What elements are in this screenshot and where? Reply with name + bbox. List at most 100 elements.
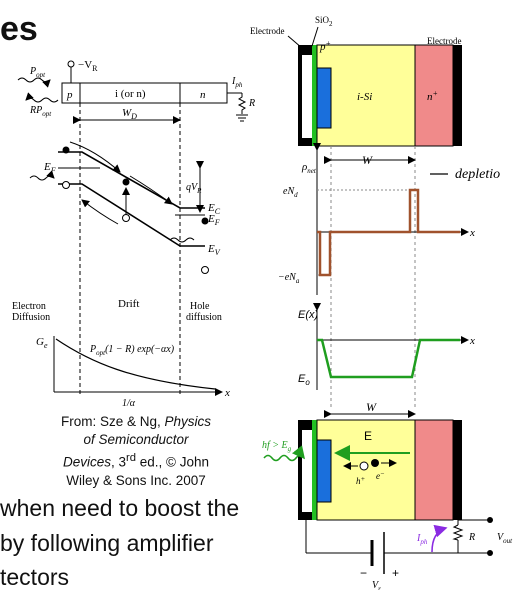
ef-left-label: EF <box>43 161 56 175</box>
electron-carrier <box>371 459 379 467</box>
caption-copyright: ed., © John <box>136 454 210 470</box>
vout-terminal-bottom <box>487 550 493 556</box>
r-label: R <box>468 532 475 543</box>
vr-battery-label: Vr <box>372 580 381 590</box>
left-contact-2 <box>312 420 317 520</box>
pplus-label: p+ <box>319 39 331 53</box>
load-resistor <box>237 93 247 114</box>
x1-label: x <box>469 227 475 239</box>
hole-right <box>201 266 209 274</box>
end-label: eNd <box>283 186 298 199</box>
right-electrode <box>453 45 462 146</box>
isi-label: i-Si <box>357 91 372 103</box>
nplus-label: n+ <box>427 89 438 103</box>
hole-label: Hole <box>190 301 210 312</box>
charge-density-plot: ρnet x eNd −eNa <box>278 143 475 295</box>
electron-dot-right <box>201 217 209 225</box>
charge-profile <box>317 188 460 277</box>
left-contact <box>312 45 317 146</box>
figure-caption: From: Sze & Ng, Physics of Semiconductor… <box>36 413 236 490</box>
nplus-region-2 <box>414 419 454 521</box>
battery-plus: + <box>392 566 399 580</box>
inv-alpha-label: 1/α <box>122 398 136 409</box>
ena-label: −eNa <box>278 272 300 285</box>
caption-book-2: of Semiconductor <box>83 432 189 447</box>
electron-dot-left <box>62 146 70 154</box>
valence-band <box>58 183 205 247</box>
pplus-region-2 <box>316 439 332 503</box>
rho-label: ρnet <box>301 161 317 175</box>
w1-label: W <box>362 153 373 167</box>
eo-label: Eo <box>298 373 310 387</box>
field-profile <box>317 338 460 379</box>
popt-label: Popt <box>29 66 46 79</box>
pin-device-cross-section: SiO2 Electrode Electrode p+ i-Si n+ <box>250 15 462 147</box>
pplus-region <box>316 67 332 129</box>
electron-dot-mid <box>122 178 130 186</box>
hole-left <box>62 181 70 189</box>
left-electrode-label: Electrode <box>250 26 284 36</box>
wd-label: WD <box>122 107 137 121</box>
p-region-label: p <box>66 89 73 101</box>
i-region-label: i (or n) <box>115 88 146 100</box>
hole-carrier <box>359 461 369 471</box>
x2-label: x <box>469 335 475 347</box>
iph-current-label: Iph <box>416 533 428 546</box>
right-electrode-2 <box>453 420 462 520</box>
electric-field-plot: E(x) x Eo <box>298 303 475 390</box>
vout-terminal-top <box>487 517 493 523</box>
nplus-region <box>414 44 454 147</box>
bullet-line-1: when need to boost the <box>0 495 240 521</box>
caption-sup: rd <box>126 452 137 464</box>
electron-label: Electron <box>12 301 46 312</box>
x-label-ge: x <box>224 387 230 399</box>
external-circuit: R Vout Iph − + Vr <box>305 517 513 590</box>
r-resistor <box>452 524 464 541</box>
handwritten-note: depletio <box>455 167 500 182</box>
electron-diffusion-label: Diffusion <box>12 312 50 323</box>
caption-book-3: Devices <box>62 454 111 470</box>
caption-edition: , 3 <box>110 454 126 470</box>
eminus-label: e− <box>376 470 385 481</box>
illuminated-device: E hf > Eg h+ e− <box>262 419 462 521</box>
incident-light-arrow <box>17 77 51 88</box>
ge-formula: Popt(1 − R) exp(−αx) <box>89 344 175 357</box>
drift-label: Drift <box>118 298 139 310</box>
ge-label: Ge <box>36 336 48 350</box>
n-region-label: n <box>200 89 206 101</box>
vout-label: Vout <box>497 532 513 545</box>
generation-plot: Ge x Popt(1 − R) exp(−αx) 1/α <box>36 336 230 409</box>
hole-mid <box>122 214 130 222</box>
hole-diffusion-label: diffusion <box>186 312 222 323</box>
e-field-label: E <box>364 429 372 443</box>
iph-label: Iph <box>231 76 243 89</box>
battery-minus: − <box>360 566 367 580</box>
ef-right-label: EF <box>207 213 220 227</box>
right-electrode-label: Electrode <box>427 36 461 46</box>
rpopt-label: RPopt <box>29 105 52 118</box>
band-diagram: EF EC EF EV qVR Electron Diffusion Drift… <box>12 141 222 323</box>
caption-publisher: Wiley & Sons Inc. 2007 <box>66 472 206 488</box>
qvr-label: qVR <box>186 182 202 195</box>
reflected-light-arrow <box>25 92 59 103</box>
ge-curve <box>55 338 216 390</box>
ex-label: E(x) <box>298 309 319 321</box>
ev-label: EV <box>207 243 221 257</box>
vr-terminal <box>67 60 75 68</box>
depletion-boundaries <box>330 146 416 410</box>
iph-current-arrow <box>431 524 448 553</box>
hplus-label: h+ <box>356 475 366 486</box>
w2-label: W <box>366 400 377 414</box>
pin-structure-diagram: −VR p i (or n) n Popt RPopt Iph R WD <box>17 59 255 124</box>
sio2-label: SiO2 <box>315 15 333 28</box>
slide-title: es <box>0 10 38 48</box>
caption-prefix: From: Sze & Ng, <box>60 414 165 429</box>
hf-label: hf > Eg <box>262 440 292 453</box>
caption-book-1: Physics <box>164 414 212 429</box>
vr-label: −VR <box>78 59 98 73</box>
bullet-line-2: by following amplifier <box>0 530 214 556</box>
bullet-line-3: tectors <box>0 564 70 590</box>
ec-label: EC <box>207 202 221 216</box>
load-label: R <box>248 98 255 109</box>
